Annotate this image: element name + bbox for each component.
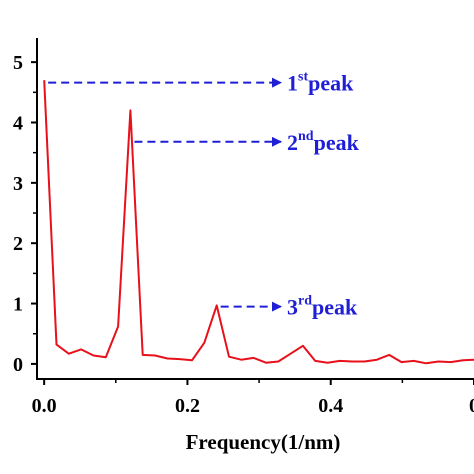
y-tick-label-1: 1	[13, 294, 23, 316]
axes	[36, 38, 474, 380]
series-layer	[43, 80, 474, 365]
tick-marks	[31, 61, 474, 385]
series-line-0	[43, 80, 474, 365]
tick-labels: 0 1 2 3 4 5 0.0 0.2 0.4 0	[13, 52, 474, 417]
x-tick-label-0: 0.0	[32, 395, 57, 417]
y-tick-label-0: 0	[13, 354, 23, 376]
peak-label-1: 1stpeak	[287, 70, 354, 96]
y-tick-label-4: 4	[13, 112, 23, 134]
x-axis-title: Frequency(1/nm)	[186, 430, 341, 454]
peak-label-3: 3rdpeak	[287, 294, 358, 320]
x-tick-label-1: 0.2	[175, 395, 200, 417]
annotations-layer: 1stpeak 2ndpeak 3rdpeak	[48, 70, 360, 320]
x-tick-label-3: 0	[469, 395, 474, 417]
y-tick-label-2: 2	[13, 233, 23, 255]
y-tick-label-3: 3	[13, 173, 23, 195]
x-tick-label-2: 0.4	[318, 395, 343, 417]
y-tick-label-5: 5	[13, 52, 23, 74]
peak-label-2: 2ndpeak	[287, 129, 360, 155]
